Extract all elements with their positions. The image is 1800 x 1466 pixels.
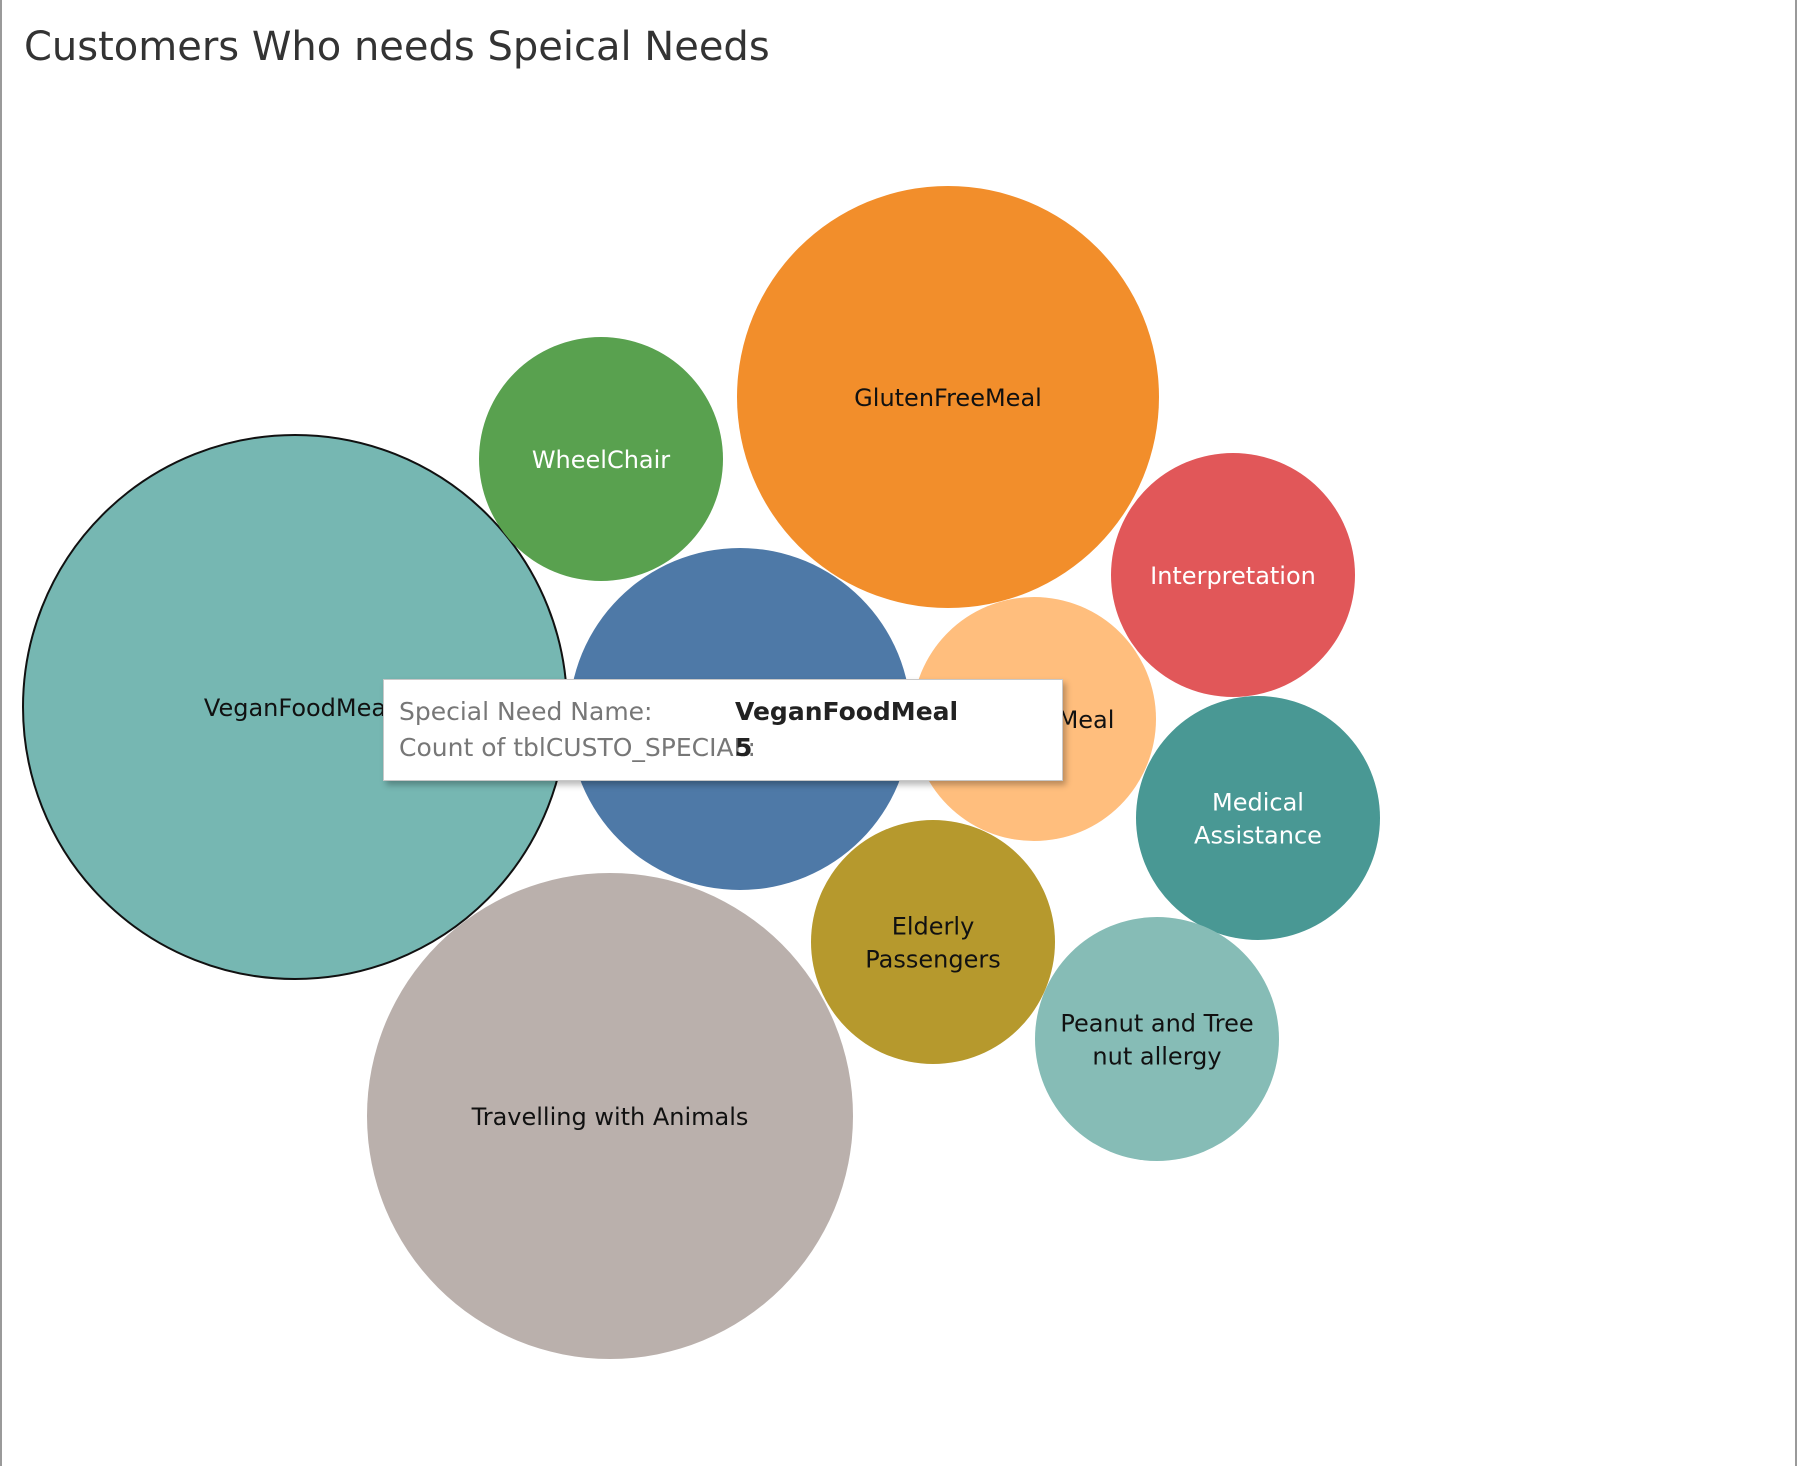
bubble-circle[interactable] [367,873,853,1359]
tooltip-row-name: Special Need Name: VeganFoodMeal [399,697,958,726]
bubble-label: VeganFoodMea [204,694,386,722]
tooltip-value: VeganFoodMeal [735,697,959,726]
bubble-label: GlutenFreeMeal [854,384,1042,412]
bubble-circle[interactable] [1111,453,1355,697]
bubble-circle[interactable] [737,186,1159,608]
tooltip-row-count: Count of tblCUSTO_SPECIAL: 5 [399,733,756,762]
bubble-6[interactable]: Interpretation [1111,453,1355,697]
bubble-label: Passengers [865,946,1000,974]
bubble-5[interactable]: WheelChair [479,337,723,581]
bubble-circle[interactable] [1136,696,1380,940]
bubble-label: WheelChair [532,446,670,474]
bubble-label: Peanut and Tree [1060,1010,1253,1038]
bubble-9[interactable]: Elderly Passengers [811,820,1055,1064]
bubble-10[interactable]: Peanut and Tree nut allergy [1035,917,1279,1161]
chart-title: Customers Who needs Speical Needs [24,24,770,70]
bubble-label: Interpretation [1150,562,1316,590]
bubble-2[interactable]: Travelling with Animals [367,873,853,1359]
tooltip-value: 5 [735,733,753,762]
bubble-label: Medical [1212,789,1304,817]
bubble-circle[interactable] [479,337,723,581]
tooltip: Special Need Name: VeganFoodMeal Count o… [383,679,1063,781]
bubble-label: Elderly [892,913,975,941]
bubble-8[interactable]: Medical Assistance [1136,696,1380,940]
bubble-circle[interactable] [811,820,1055,1064]
bubble-label: Travelling with Animals [471,1103,749,1131]
tooltip-label: Special Need Name: [399,697,653,726]
bubble-label: Assistance [1194,822,1322,850]
bubble-label: Meal [1058,706,1115,734]
bubble-label: nut allergy [1092,1043,1221,1071]
bubble-3[interactable]: GlutenFreeMeal [737,186,1159,608]
tooltip-label: Count of tblCUSTO_SPECIAL: [399,733,756,762]
bubble-circle[interactable] [1035,917,1279,1161]
